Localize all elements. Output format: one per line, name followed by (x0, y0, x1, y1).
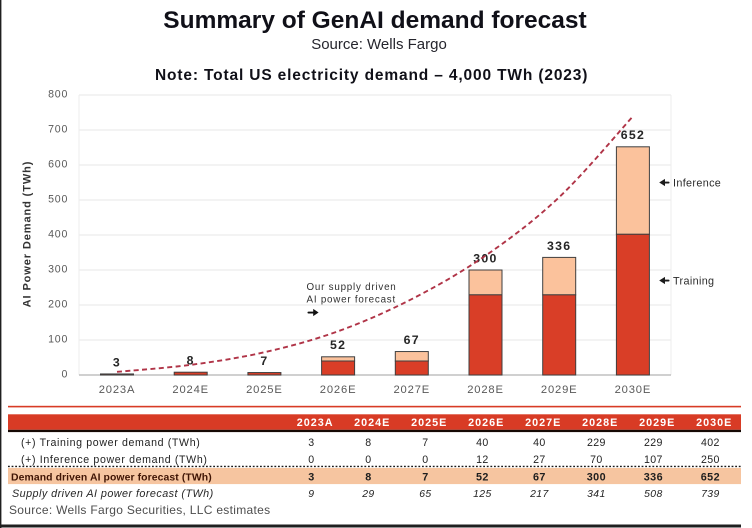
svg-text:200: 200 (48, 298, 68, 310)
svg-text:52: 52 (330, 338, 346, 352)
svg-text:2023A: 2023A (99, 384, 136, 396)
svg-text:Summary of GenAI demand foreca: Summary of GenAI demand forecast (163, 7, 586, 34)
svg-text:Inference: Inference (673, 177, 721, 189)
svg-text:2024E: 2024E (172, 384, 209, 396)
svg-text:800: 800 (48, 88, 68, 100)
svg-text:2028E: 2028E (467, 384, 504, 396)
svg-text:Source: Wells Fargo: Source: Wells Fargo (311, 36, 447, 53)
svg-text:(+) Training power demand (TWh: (+) Training power demand (TWh) (21, 437, 200, 449)
svg-text:0: 0 (61, 368, 68, 380)
svg-text:652: 652 (621, 128, 645, 142)
svg-text:100: 100 (48, 333, 68, 345)
svg-text:2025E: 2025E (246, 384, 283, 396)
svg-text:600: 600 (48, 158, 68, 170)
svg-text:Note: Total US electricity dem: Note: Total US electricity demand – 4,00… (155, 67, 588, 84)
svg-text:AI power forecast: AI power forecast (307, 295, 397, 306)
svg-text:3: 3 (113, 355, 121, 369)
svg-text:300: 300 (48, 263, 68, 275)
svg-text:(+) Inference power demand (TW: (+) Inference power demand (TWh) (21, 454, 208, 466)
svg-text:2029E: 2029E (541, 384, 578, 396)
svg-text:7: 7 (260, 354, 268, 368)
svg-text:336: 336 (547, 239, 571, 253)
svg-text:67: 67 (404, 333, 420, 347)
svg-text:Training: Training (673, 275, 714, 287)
svg-text:Demand driven AI power forecas: Demand driven AI power forecast (TWh) (11, 472, 212, 483)
svg-text:700: 700 (48, 123, 68, 135)
svg-text:300: 300 (473, 251, 497, 265)
svg-text:2027E: 2027E (393, 384, 430, 396)
svg-text:2026E: 2026E (320, 384, 357, 396)
svg-text:8: 8 (187, 354, 195, 368)
svg-text:Supply driven AI power forecas: Supply driven AI power forecast (TWh) (12, 488, 214, 500)
svg-text:2030E: 2030E (615, 384, 652, 396)
svg-text:AI Power Demand (TWh): AI Power Demand (TWh) (22, 161, 34, 308)
svg-text:Source: Wells Fargo Securities: Source: Wells Fargo Securities, LLC esti… (9, 503, 270, 517)
svg-text:500: 500 (48, 193, 68, 205)
svg-text:400: 400 (48, 228, 68, 240)
svg-text:Our supply driven: Our supply driven (307, 282, 397, 293)
